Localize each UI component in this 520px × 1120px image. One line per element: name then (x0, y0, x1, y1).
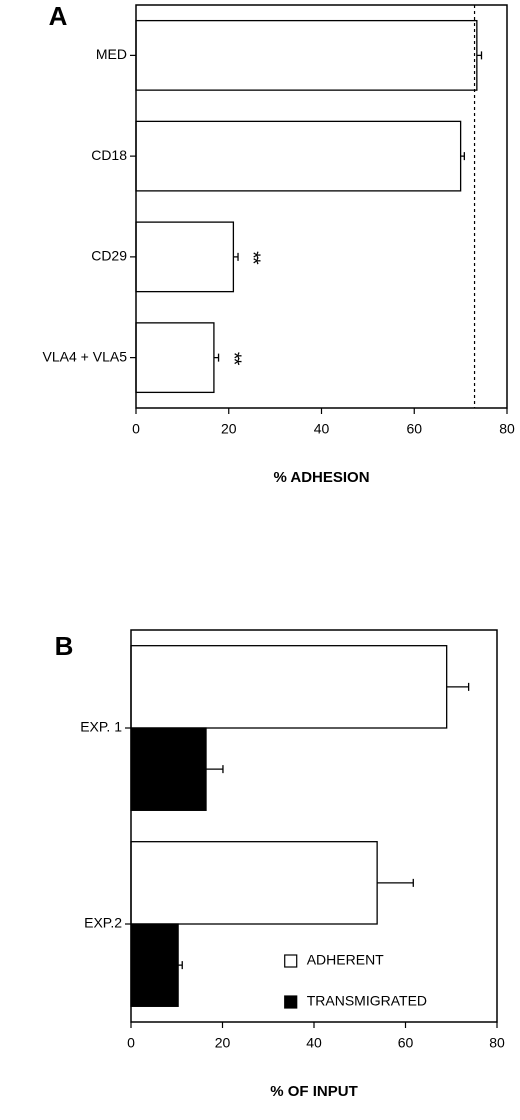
bar (135, 19, 478, 91)
legend-swatch (284, 995, 298, 1009)
error-bar (233, 252, 239, 261)
x-tick-label: 20 (221, 421, 237, 437)
legend-label: ADHERENT (307, 952, 384, 968)
x-axis-label: % OF INPUT (270, 1083, 358, 1100)
error-bar (476, 51, 483, 60)
x-tick-label: 80 (489, 1035, 505, 1051)
error-bar (377, 878, 414, 887)
bar (130, 727, 207, 811)
bar (135, 120, 462, 192)
bar (135, 322, 215, 394)
bar (135, 221, 235, 293)
significance-mark: ** (222, 352, 244, 366)
y-tick-label: VLA4 + VLA5 (43, 348, 128, 364)
legend-label: TRANSMIGRATED (307, 993, 427, 1009)
x-tick-label: 40 (314, 421, 330, 437)
x-tick-label: 60 (406, 421, 422, 437)
x-tick-label: 40 (306, 1035, 322, 1051)
error-bar (178, 961, 183, 970)
y-tick-label: CD18 (91, 147, 127, 163)
x-tick-label: 20 (215, 1035, 231, 1051)
y-tick-label: EXP. 1 (80, 719, 122, 735)
x-axis-label: % ADHESION (273, 469, 369, 486)
y-tick-label: MED (96, 46, 127, 62)
panel-label: A (49, 1, 68, 31)
x-tick-label: 0 (132, 421, 140, 437)
error-bar (446, 682, 470, 691)
bar (130, 841, 378, 925)
legend-swatch (284, 954, 298, 968)
error-bar (460, 152, 465, 161)
bar (130, 923, 179, 1007)
x-tick-label: 60 (398, 1035, 414, 1051)
panel-label: B (55, 631, 74, 661)
x-tick-label: 0 (127, 1035, 135, 1051)
x-tick-label: 80 (499, 421, 515, 437)
bar (130, 645, 448, 729)
error-bar (213, 353, 220, 362)
y-tick-label: EXP.2 (84, 915, 122, 931)
y-tick-label: CD29 (91, 248, 127, 264)
error-bar (206, 765, 224, 774)
significance-mark: ** (242, 251, 264, 265)
